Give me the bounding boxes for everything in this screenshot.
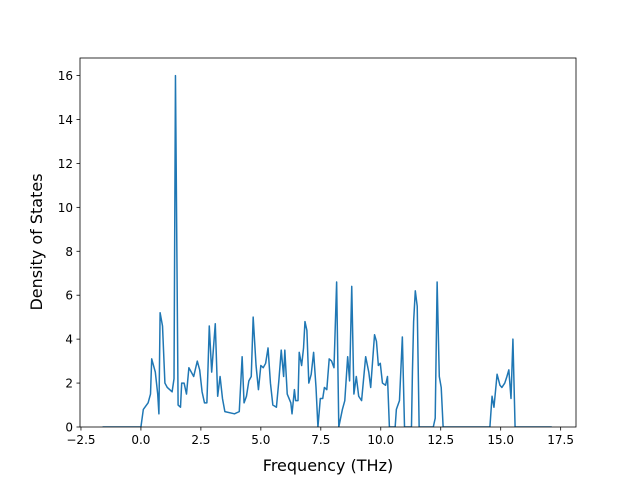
y-tick-label: 12: [58, 157, 73, 171]
y-tick-label: 2: [65, 377, 73, 391]
x-tick-label: 12.5: [427, 433, 454, 447]
axes-frame: [79, 57, 577, 428]
x-axis-label: Frequency (THz): [263, 456, 393, 475]
data-line: [102, 74, 552, 427]
x-tick-label: −2.5: [66, 433, 95, 447]
y-tick-label: 10: [58, 201, 73, 215]
x-tick-label: 0.0: [131, 433, 150, 447]
x-tick-label: 17.5: [547, 433, 574, 447]
y-tick-label: 4: [65, 333, 73, 347]
plot-area: [102, 74, 552, 427]
y-tick-label: 16: [58, 69, 73, 83]
x-tick-label: 10.0: [367, 433, 394, 447]
x-tick-label: 7.5: [311, 433, 330, 447]
y-tick-label: 8: [65, 245, 73, 259]
x-tick-label: 2.5: [191, 433, 210, 447]
y-axis-label: Density of States: [27, 173, 46, 310]
x-tick-label: 15.0: [487, 433, 514, 447]
y-tick-label: 0: [65, 421, 73, 435]
y-tick-label: 14: [58, 113, 73, 127]
y-tick-label: 6: [65, 289, 73, 303]
x-tick-label: 5.0: [251, 433, 270, 447]
